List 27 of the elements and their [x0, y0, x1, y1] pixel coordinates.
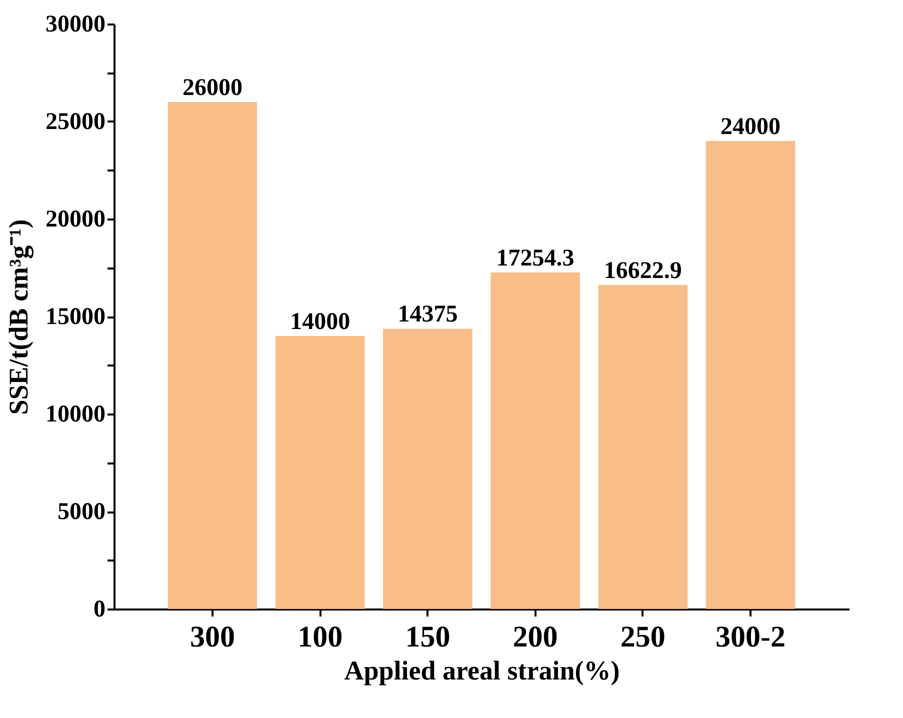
x-tick-label: 300: [190, 620, 235, 654]
x-tick-label: 150: [405, 620, 450, 654]
x-tick-label: 200: [512, 620, 558, 654]
y-axis-title: SSE/t(dB cm³g⁻¹): [4, 219, 34, 415]
bar: [275, 336, 365, 609]
bar: [598, 284, 688, 609]
bar: [706, 141, 796, 609]
data-label: 26000: [182, 75, 242, 101]
bar: [383, 328, 472, 609]
y-tick-label: 25000: [46, 109, 106, 135]
data-label: 14000: [290, 309, 350, 335]
y-tick-label: 20000: [46, 206, 106, 232]
data-label: 24000: [720, 114, 781, 140]
y-tick-label: 30000: [46, 12, 106, 38]
y-tick-label: 10000: [46, 402, 106, 428]
y-tick-label: 15000: [46, 304, 106, 330]
data-label: 16622.9: [604, 258, 682, 284]
x-tick-label: 100: [298, 620, 343, 654]
data-label: 14375: [398, 302, 458, 328]
bar: [168, 102, 258, 609]
data-label: 17254.3: [496, 246, 574, 272]
y-tick-label: 0: [94, 596, 106, 622]
x-axis-title: Applied areal strain(%): [344, 656, 620, 686]
y-tick-label: 5000: [58, 499, 106, 525]
x-tick-label: 300-2: [716, 620, 786, 654]
bar: [490, 272, 580, 609]
x-tick-label: 250: [620, 620, 666, 654]
